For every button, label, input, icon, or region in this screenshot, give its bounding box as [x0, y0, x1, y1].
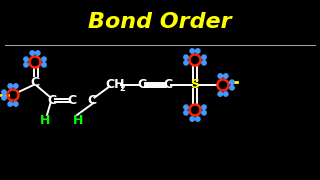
Circle shape [218, 74, 222, 78]
Circle shape [2, 96, 6, 100]
Text: C: C [68, 93, 76, 107]
Circle shape [42, 63, 46, 67]
Circle shape [30, 51, 35, 55]
Text: C: C [47, 93, 57, 107]
Circle shape [202, 55, 206, 59]
Circle shape [8, 84, 12, 88]
Circle shape [190, 117, 194, 121]
Circle shape [224, 74, 228, 78]
Circle shape [230, 86, 234, 90]
Circle shape [42, 57, 46, 61]
Text: H: H [73, 114, 83, 127]
Circle shape [202, 111, 206, 115]
Text: C: C [164, 78, 172, 91]
Circle shape [184, 55, 188, 59]
Circle shape [36, 51, 40, 55]
Circle shape [184, 61, 188, 65]
Circle shape [190, 49, 194, 53]
Text: C: C [87, 93, 97, 107]
Text: CH: CH [105, 78, 125, 91]
Circle shape [202, 61, 206, 65]
Circle shape [24, 63, 28, 67]
Text: C: C [30, 75, 40, 89]
Circle shape [224, 92, 228, 96]
Circle shape [196, 117, 200, 121]
Text: Bond Order: Bond Order [88, 12, 232, 32]
Circle shape [202, 105, 206, 109]
Circle shape [14, 84, 18, 88]
Circle shape [230, 80, 234, 84]
Text: C: C [137, 78, 147, 91]
Circle shape [218, 92, 222, 96]
Circle shape [13, 102, 18, 106]
Text: 2: 2 [119, 84, 125, 93]
Circle shape [8, 102, 12, 106]
Circle shape [184, 111, 188, 115]
Circle shape [24, 57, 28, 61]
Circle shape [2, 90, 6, 94]
Circle shape [184, 105, 188, 109]
Text: H: H [40, 114, 50, 127]
Text: S: S [190, 78, 199, 91]
Circle shape [196, 49, 200, 53]
